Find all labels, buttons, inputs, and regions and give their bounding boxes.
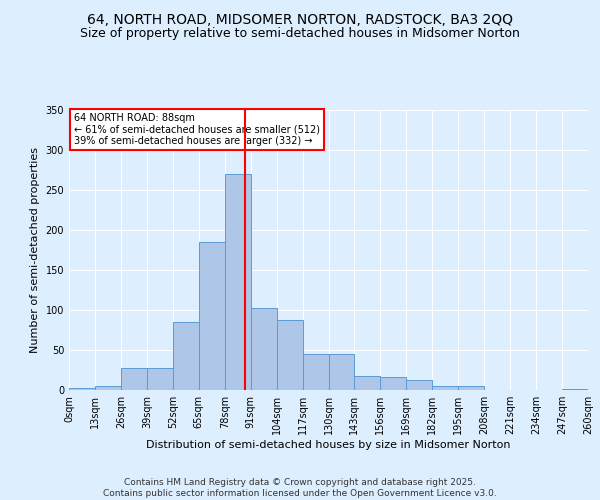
Bar [562, 389, 588, 390]
Text: Size of property relative to semi-detached houses in Midsomer Norton: Size of property relative to semi-detach… [80, 28, 520, 40]
X-axis label: Distribution of semi-detached houses by size in Midsomer Norton: Distribution of semi-detached houses by … [146, 440, 511, 450]
Bar [329, 354, 355, 390]
Bar [302, 354, 329, 390]
Text: 64 NORTH ROAD: 88sqm
← 61% of semi-detached houses are smaller (512)
39% of semi: 64 NORTH ROAD: 88sqm ← 61% of semi-detac… [74, 113, 320, 146]
Text: 64, NORTH ROAD, MIDSOMER NORTON, RADSTOCK, BA3 2QQ: 64, NORTH ROAD, MIDSOMER NORTON, RADSTOC… [87, 12, 513, 26]
Bar [355, 376, 380, 390]
Bar [406, 380, 432, 390]
Bar [277, 320, 302, 390]
Bar [458, 386, 484, 390]
Bar [251, 308, 277, 390]
Bar [173, 322, 199, 390]
Bar [69, 388, 95, 390]
Bar [380, 377, 406, 390]
Bar [199, 242, 224, 390]
Text: Contains HM Land Registry data © Crown copyright and database right 2025.
Contai: Contains HM Land Registry data © Crown c… [103, 478, 497, 498]
Bar [147, 368, 173, 390]
Bar [224, 174, 251, 390]
Y-axis label: Number of semi-detached properties: Number of semi-detached properties [30, 147, 40, 353]
Bar [121, 368, 147, 390]
Bar [432, 386, 458, 390]
Bar [95, 386, 121, 390]
